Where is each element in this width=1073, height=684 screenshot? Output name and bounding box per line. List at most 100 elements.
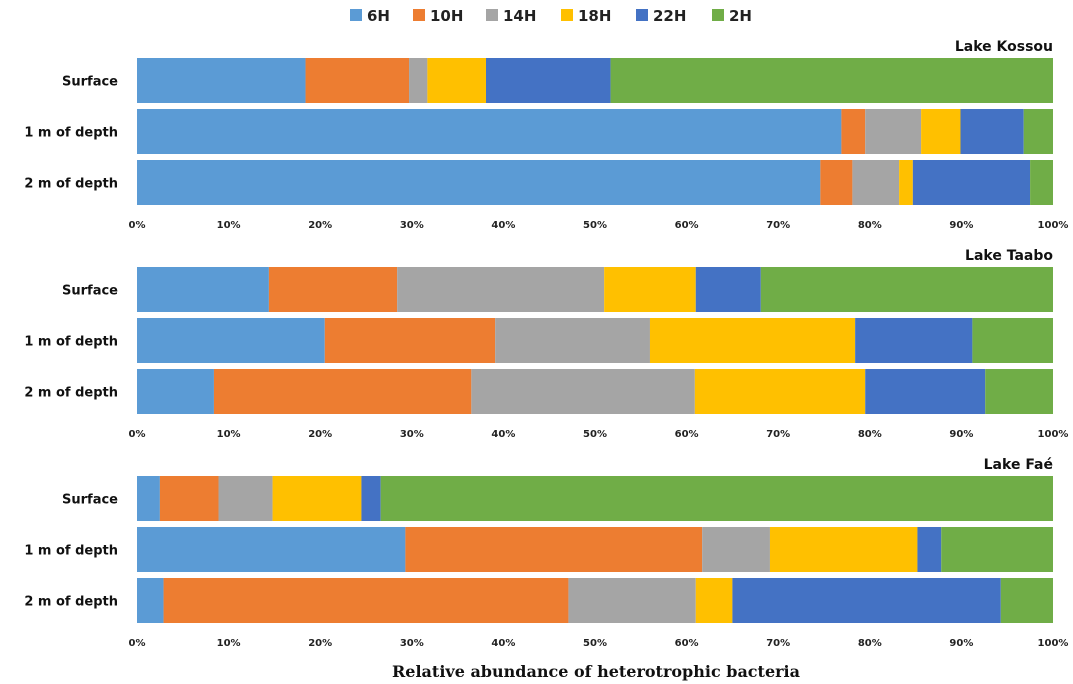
- x-tick-label: 50%: [583, 429, 607, 440]
- bar-segment-18h: [695, 578, 733, 623]
- bar-segment-10h: [405, 527, 703, 572]
- legend-swatch-18h: [561, 9, 573, 21]
- bar-segment-18h: [769, 527, 918, 572]
- chart-panels: Lake Kossou Surface 1 m of depth 2 m of dep…: [24, 39, 1068, 649]
- x-tick-label: 90%: [949, 429, 973, 440]
- legend-label-22h: 22H: [653, 7, 686, 25]
- bar-row-surface: Surface: [62, 58, 1053, 103]
- panel-title: Lake Taabo: [965, 248, 1053, 264]
- x-tick-label: 40%: [491, 220, 515, 231]
- x-tick-label: 60%: [675, 638, 699, 649]
- bar-segment-6h: [137, 476, 160, 521]
- legend-label-2h: 2H: [729, 7, 752, 25]
- bar-segment-22h: [917, 527, 942, 572]
- x-tick-label: 20%: [308, 220, 332, 231]
- x-tick-label: 20%: [308, 638, 332, 649]
- bar-row-1-m-of-depth: 1 m of depth: [24, 109, 1053, 154]
- x-tick-label: 0%: [129, 638, 146, 649]
- x-tick-label: 0%: [129, 220, 146, 231]
- bar-row-1-m-of-depth: 1 m of depth: [24, 318, 1053, 363]
- bar-segment-18h: [899, 160, 913, 205]
- bar-segment-2h: [380, 476, 1053, 521]
- bar-row-1-m-of-depth: 1 m of depth: [24, 527, 1053, 572]
- bar-segment-14h: [397, 267, 605, 312]
- category-label: Surface: [62, 493, 118, 508]
- bar-segment-10h: [163, 578, 569, 623]
- bar-segment-22h: [361, 476, 381, 521]
- x-tick-label: 40%: [491, 638, 515, 649]
- x-tick-label: 50%: [583, 220, 607, 231]
- x-tick-label: 30%: [400, 429, 424, 440]
- x-tick-label: 60%: [675, 429, 699, 440]
- legend-item-14h: 14H: [486, 7, 536, 25]
- legend-swatch-22h: [636, 9, 648, 21]
- legend-item-22h: 22H: [636, 7, 686, 25]
- x-tick-label: 30%: [400, 220, 424, 231]
- bar-segment-2h: [1030, 160, 1053, 205]
- bar-segment-14h: [409, 58, 428, 103]
- bar-segment-2h: [760, 267, 1053, 312]
- bar-segment-6h: [137, 527, 406, 572]
- x-tick-label: 60%: [675, 220, 699, 231]
- bar-row-surface: Surface: [62, 267, 1053, 312]
- bar-segment-6h: [137, 318, 325, 363]
- x-tick-label: 80%: [858, 220, 882, 231]
- legend-label-18h: 18H: [578, 7, 611, 25]
- panel-title: Lake Kossou: [955, 39, 1053, 55]
- x-tick-label: 0%: [129, 429, 146, 440]
- category-label: Surface: [62, 75, 118, 90]
- x-tick-label: 10%: [217, 429, 241, 440]
- x-tick-label: 80%: [858, 638, 882, 649]
- bar-segment-22h: [855, 318, 973, 363]
- bar-segment-2h: [1023, 109, 1053, 154]
- legend-swatch-2h: [712, 9, 724, 21]
- bar-segment-14h: [471, 369, 695, 414]
- bar-row-surface: Surface: [62, 476, 1053, 521]
- legend: 6H 10H 14H 18H 22H 2H: [350, 7, 752, 25]
- x-tick-label: 10%: [217, 220, 241, 231]
- category-label: 1 m of depth: [24, 126, 118, 141]
- bar-segment-14h: [495, 318, 650, 363]
- panel-lake-kossou: Lake Kossou Surface 1 m of depth 2 m of dep…: [24, 39, 1068, 231]
- panel-title: Lake Faé: [984, 457, 1053, 473]
- legend-label-14h: 14H: [503, 7, 536, 25]
- category-label: 1 m of depth: [24, 544, 118, 559]
- category-label: 1 m of depth: [24, 335, 118, 350]
- bar-segment-22h: [732, 578, 1001, 623]
- x-tick-label: 80%: [858, 429, 882, 440]
- legend-label-6h: 6H: [367, 7, 390, 25]
- bar-segment-18h: [604, 267, 696, 312]
- x-tick-label: 10%: [217, 638, 241, 649]
- bar-segment-14h: [865, 109, 922, 154]
- x-tick-label: 50%: [583, 638, 607, 649]
- bar-segment-10h: [268, 267, 398, 312]
- bar-segment-14h: [568, 578, 696, 623]
- legend-item-2h: 2H: [712, 7, 752, 25]
- legend-item-6h: 6H: [350, 7, 390, 25]
- bar-segment-2h: [1000, 578, 1053, 623]
- bar-segment-6h: [137, 369, 214, 414]
- bar-segment-18h: [921, 109, 961, 154]
- x-tick-label: 70%: [766, 429, 790, 440]
- bar-segment-18h: [649, 318, 856, 363]
- x-tick-label: 20%: [308, 429, 332, 440]
- bar-segment-14h: [702, 527, 770, 572]
- category-label: 2 m of depth: [24, 177, 118, 192]
- bar-segment-10h: [305, 58, 410, 103]
- x-tick-label: 90%: [949, 638, 973, 649]
- bar-segment-6h: [137, 109, 842, 154]
- x-tick-label: 70%: [766, 220, 790, 231]
- bar-segment-14h: [852, 160, 900, 205]
- bar-segment-2h: [941, 527, 1053, 572]
- legend-item-18h: 18H: [561, 7, 611, 25]
- legend-item-10h: 10H: [413, 7, 463, 25]
- bar-segment-10h: [820, 160, 853, 205]
- legend-swatch-6h: [350, 9, 362, 21]
- legend-label-10h: 10H: [430, 7, 463, 25]
- bar-segment-18h: [427, 58, 486, 103]
- x-tick-label: 70%: [766, 638, 790, 649]
- legend-swatch-10h: [413, 9, 425, 21]
- bar-row-2-m-of-depth: 2 m of depth: [24, 369, 1053, 414]
- bar-row-2-m-of-depth: 2 m of depth: [24, 160, 1053, 205]
